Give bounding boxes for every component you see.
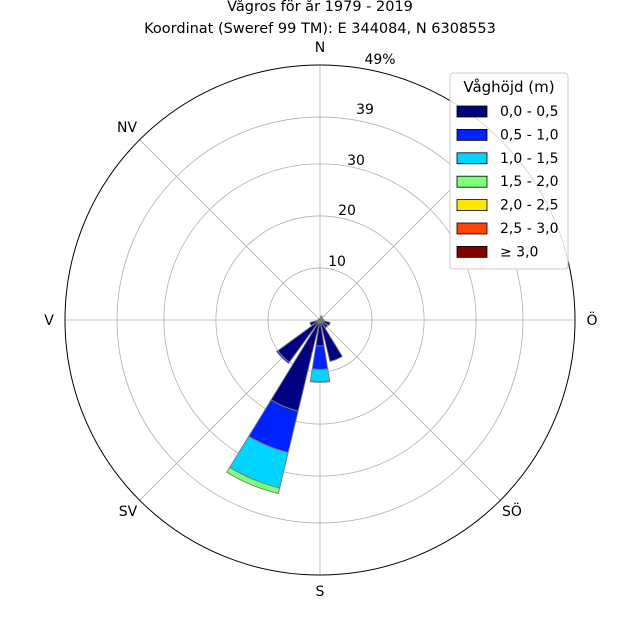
legend-swatch xyxy=(456,222,488,235)
legend-label: 2,0 - 2,5 xyxy=(500,198,558,214)
legend-swatch xyxy=(456,175,488,188)
legend-swatch xyxy=(456,105,488,118)
sector-bar-segment xyxy=(309,380,331,383)
legend-swatch xyxy=(456,128,488,141)
legend-label: 2,5 - 3,0 xyxy=(500,221,558,237)
sector-bar-segment xyxy=(318,317,321,321)
sector-bar-segment xyxy=(311,345,329,370)
sector-bar-segment xyxy=(309,368,331,382)
direction-label-s: S xyxy=(316,584,325,600)
radial-tick-label-10: 10 xyxy=(328,254,346,270)
legend-swatch xyxy=(456,245,488,258)
polar-frame xyxy=(64,64,576,576)
angular-gridline xyxy=(319,319,501,501)
radial-tick-label-39: 39 xyxy=(356,102,374,118)
sector-bar-segment xyxy=(309,319,321,327)
radial-tick-label-49: 49% xyxy=(364,52,395,68)
sector-bars xyxy=(226,315,343,495)
direction-label-sv: SV xyxy=(119,504,138,520)
legend-label: 1,0 - 1,5 xyxy=(500,151,558,167)
legend-label: 0,0 - 0,5 xyxy=(500,104,558,120)
angular-gridline xyxy=(139,139,321,321)
direction-label-so: SÖ xyxy=(502,502,522,520)
direction-label-n: N xyxy=(315,40,325,56)
sector-bar-segment xyxy=(319,319,329,329)
legend-label: 0,5 - 1,0 xyxy=(500,127,558,143)
legend-box xyxy=(449,72,569,270)
legend: Våghöjd (m) 0,0 - 0,5 0,5 - 1,0 1,0 - 1,5 1… xyxy=(449,72,569,270)
sector-bar-segment xyxy=(319,319,343,363)
radial-tick-label-30: 30 xyxy=(347,153,365,169)
sector-bar-segment xyxy=(276,349,291,364)
chart-title: Vågros för år 1979 - 2019 xyxy=(227,0,413,15)
legend-swatch xyxy=(456,152,488,165)
legend-title: Våghöjd (m) xyxy=(463,78,554,96)
legend-swatch xyxy=(456,199,488,212)
direction-label-o: Ö xyxy=(586,311,597,329)
radial-tick-label-20: 20 xyxy=(338,203,356,219)
legend-items: 0,0 - 0,5 0,5 - 1,0 1,0 - 1,5 1,5 - 2,0 2,0 … xyxy=(456,104,558,260)
direction-label-nv: NV xyxy=(117,120,137,136)
legend-label: 1,5 - 2,0 xyxy=(500,174,558,190)
direction-label-v: V xyxy=(44,313,54,329)
legend-label: ≥ 3,0 xyxy=(500,244,538,260)
polar-grid xyxy=(65,65,575,575)
sector-bar-segment xyxy=(226,466,281,495)
chart-subtitle: Koordinat (Sweref 99 TM): E 344084, N 63… xyxy=(144,21,496,37)
